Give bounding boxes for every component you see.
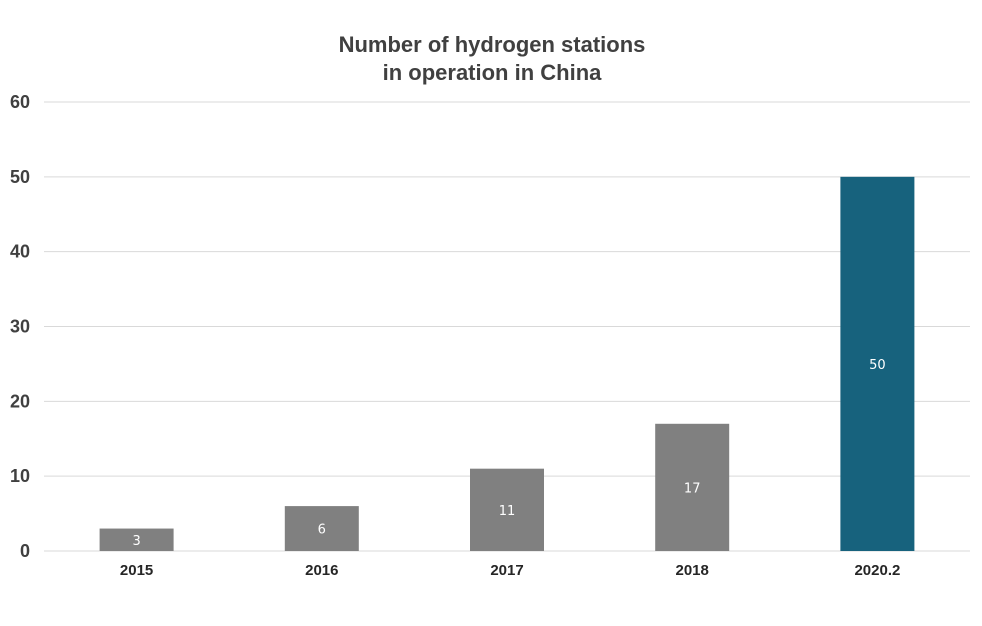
y-axis: 0 10 20 30 40 50 60 xyxy=(10,92,30,561)
bar-2018 xyxy=(655,423,730,551)
data-label-2020.2: 50 xyxy=(869,358,886,373)
gridlines xyxy=(44,101,970,552)
data-label-2017: 11 xyxy=(499,504,516,519)
y-tick-label: 50 xyxy=(10,167,30,187)
bar-2015 xyxy=(99,528,174,551)
chart-title-line-2: in operation in China xyxy=(383,60,603,85)
y-tick-label: 60 xyxy=(10,92,30,112)
y-tick-label: 10 xyxy=(10,466,30,486)
x-tick-label-2020.2: 2020.2 xyxy=(854,562,900,579)
y-tick-label: 30 xyxy=(10,317,30,337)
x-tick-label-2016: 2016 xyxy=(305,562,338,579)
bar-2020.2 xyxy=(840,176,915,552)
y-tick-label: 40 xyxy=(10,242,30,262)
bar-2016 xyxy=(284,506,359,551)
x-tick-label-2015: 2015 xyxy=(120,562,153,579)
bars: 3 6 11 17 50 xyxy=(99,176,915,552)
y-tick-label: 0 xyxy=(20,541,30,561)
x-tick-label-2017: 2017 xyxy=(490,562,523,579)
bar-2017 xyxy=(470,468,544,551)
data-label-2016: 6 xyxy=(318,523,326,538)
y-tick-label: 20 xyxy=(10,391,30,411)
data-label-2018: 17 xyxy=(684,481,701,496)
x-tick-label-2018: 2018 xyxy=(676,562,709,579)
data-label-2015: 3 xyxy=(132,534,140,549)
chart-title-line-1: Number of hydrogen stations xyxy=(339,32,646,57)
x-axis: 2015 2016 2017 2018 2020.2 xyxy=(120,562,900,579)
chart-title: Number of hydrogen stations in operation… xyxy=(339,32,646,85)
